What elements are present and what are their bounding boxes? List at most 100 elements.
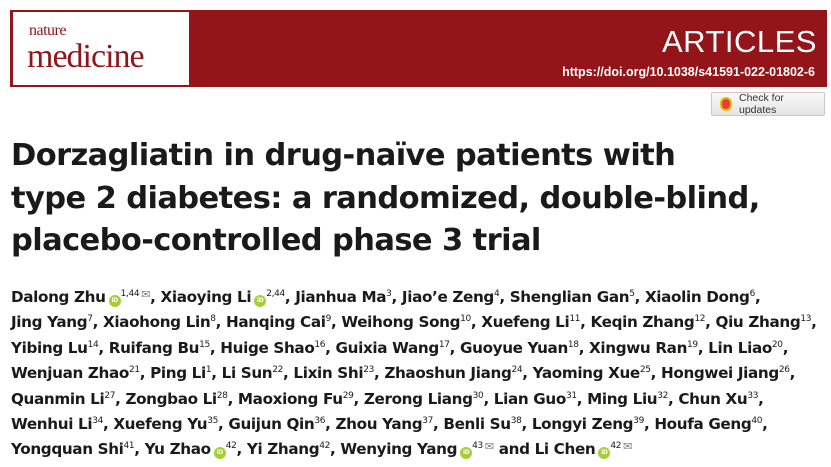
- author[interactable]: Qiu Zhang13: [716, 313, 812, 331]
- affiliation-sup[interactable]: 37: [422, 416, 434, 427]
- affiliation-sup[interactable]: 30: [472, 390, 484, 401]
- journal-logo[interactable]: nature medicine: [13, 12, 189, 85]
- orcid-icon[interactable]: iD: [108, 295, 121, 307]
- affiliation-sup[interactable]: 35: [207, 416, 218, 427]
- affiliation-sup[interactable]: 34: [92, 416, 103, 427]
- affiliation-sup[interactable]: 1,44: [120, 289, 140, 299]
- affiliation-sup[interactable]: 32: [657, 390, 669, 401]
- author[interactable]: Huige Shao16: [220, 339, 325, 357]
- affiliation-sup[interactable]: 14: [87, 339, 99, 350]
- author[interactable]: Zhou Yang37: [336, 415, 434, 433]
- affiliation-sup[interactable]: 2,44: [266, 289, 285, 299]
- affiliation-sup[interactable]: 16: [314, 339, 326, 350]
- affiliation-sup[interactable]: 3: [386, 289, 392, 299]
- check-for-updates-button[interactable]: Check for updates: [711, 92, 825, 116]
- author[interactable]: Guoyue Yuan18: [460, 339, 579, 357]
- author[interactable]: Xuefeng Yu35: [113, 415, 218, 433]
- affiliation-sup[interactable]: 9: [325, 314, 332, 325]
- author[interactable]: Xiaoying Li iD2,44: [160, 288, 285, 307]
- affiliation-sup[interactable]: 42: [319, 441, 331, 452]
- affiliation-sup[interactable]: 25: [639, 365, 651, 376]
- author[interactable]: Zhaoshun Jiang24: [384, 364, 522, 382]
- affiliation-sup[interactable]: 1: [205, 365, 212, 376]
- author[interactable]: Maoxiong Fu29: [238, 390, 354, 408]
- author[interactable]: Yibing Lu14: [11, 339, 99, 357]
- author[interactable]: Yongquan Shi41: [11, 440, 135, 458]
- affiliation-sup[interactable]: 20: [771, 339, 783, 350]
- author[interactable]: Weihong Song10: [341, 313, 471, 331]
- orcid-icon[interactable]: iD: [213, 447, 226, 460]
- affiliation-sup[interactable]: 42: [610, 441, 622, 452]
- author[interactable]: Yi Zhang42: [247, 440, 331, 458]
- affiliation-sup[interactable]: 12: [694, 314, 706, 325]
- orcid-icon[interactable]: iD: [254, 295, 267, 307]
- orcid-icon[interactable]: iD: [460, 447, 473, 460]
- author[interactable]: Zerong Liang30: [364, 390, 484, 408]
- affiliation-sup[interactable]: 21: [129, 365, 140, 376]
- author[interactable]: Wenying Yang iD43 ✉: [340, 440, 494, 460]
- affiliation-sup[interactable]: 11: [569, 314, 581, 325]
- affiliation-sup[interactable]: 43: [472, 441, 483, 452]
- author[interactable]: Xuefeng Li11: [481, 313, 580, 331]
- author[interactable]: Xiaohong Lin8: [103, 313, 216, 331]
- author[interactable]: Lixin Shi23: [293, 364, 374, 382]
- affiliation-sup[interactable]: 29: [342, 390, 354, 401]
- orcid-icon[interactable]: iD: [598, 447, 611, 460]
- author[interactable]: Wenhui Li34: [11, 415, 103, 433]
- affiliation-sup[interactable]: 7: [87, 314, 93, 325]
- affiliation-sup[interactable]: 22: [272, 365, 284, 376]
- author[interactable]: Li Chen iD42 ✉: [534, 440, 632, 460]
- affiliation-sup[interactable]: 19: [687, 339, 698, 350]
- affiliation-sup[interactable]: 31: [565, 390, 577, 401]
- author[interactable]: Yaoming Xue25: [533, 364, 651, 382]
- author[interactable]: Xiaolin Dong6: [645, 288, 755, 306]
- author[interactable]: Li Sun22: [222, 364, 284, 382]
- affiliation-sup[interactable]: 28: [216, 390, 228, 401]
- affiliation-sup[interactable]: 18: [567, 339, 579, 350]
- author[interactable]: Guijun Qin36: [228, 415, 325, 433]
- affiliation-sup[interactable]: 40: [751, 416, 763, 427]
- affiliation-sup[interactable]: 24: [511, 365, 523, 376]
- author[interactable]: Ming Liu32: [587, 390, 668, 408]
- affiliation-sup[interactable]: 4: [493, 289, 500, 299]
- doi-link[interactable]: https://doi.org/10.1038/s41591-022-01802…: [562, 65, 815, 79]
- affiliation-sup[interactable]: 6: [749, 289, 756, 299]
- affiliation-sup[interactable]: 17: [438, 339, 450, 350]
- author[interactable]: Longyi Zeng39: [532, 415, 644, 433]
- author[interactable]: Yu Zhao iD42: [145, 440, 237, 460]
- author[interactable]: Ruifang Bu15: [109, 339, 211, 357]
- affiliation-sup[interactable]: 27: [104, 390, 116, 401]
- affiliation-sup[interactable]: 15: [199, 339, 210, 350]
- author[interactable]: Wenjuan Zhao21: [11, 364, 140, 382]
- author[interactable]: Xingwu Ran19: [589, 339, 698, 357]
- author[interactable]: Benli Su38: [443, 415, 521, 433]
- affiliation-sup[interactable]: 8: [210, 314, 216, 325]
- author[interactable]: Zongbao Li28: [125, 390, 227, 408]
- author[interactable]: Dalong Zhu iD1,44 ✉: [11, 288, 151, 307]
- author[interactable]: Guixia Wang17: [336, 339, 450, 357]
- author[interactable]: Ping Li1: [150, 364, 212, 382]
- author[interactable]: Jiao’e Zeng4: [402, 288, 500, 306]
- affiliation-sup[interactable]: 42: [225, 441, 237, 452]
- author[interactable]: Shenglian Gan5: [510, 288, 635, 306]
- affiliation-sup[interactable]: 38: [510, 416, 522, 427]
- author[interactable]: Houfa Geng40: [654, 415, 762, 433]
- author[interactable]: Lian Guo31: [494, 390, 577, 408]
- affiliation-sup[interactable]: 26: [778, 365, 790, 376]
- author[interactable]: Chun Xu33: [678, 390, 758, 408]
- affiliation-sup[interactable]: 36: [314, 416, 326, 427]
- affiliation-sup[interactable]: 13: [800, 314, 812, 325]
- author[interactable]: Hongwei Jiang26: [661, 364, 790, 382]
- affiliation-sup[interactable]: 33: [747, 390, 759, 401]
- affiliation-sup[interactable]: 5: [629, 289, 635, 299]
- author[interactable]: Hanqing Cai9: [226, 313, 331, 331]
- affiliation-sup[interactable]: 39: [633, 416, 644, 427]
- affiliation-sup[interactable]: 23: [363, 365, 374, 376]
- affiliation-sup[interactable]: 41: [123, 441, 135, 452]
- author[interactable]: Quanmin Li27: [11, 390, 115, 408]
- author[interactable]: Keqin Zhang12: [591, 313, 706, 331]
- author[interactable]: Jianhua Ma3: [295, 288, 392, 306]
- author[interactable]: Lin Liao20: [708, 339, 783, 357]
- affiliation-sup[interactable]: 10: [460, 314, 471, 325]
- author[interactable]: Jing Yang7: [11, 313, 93, 331]
